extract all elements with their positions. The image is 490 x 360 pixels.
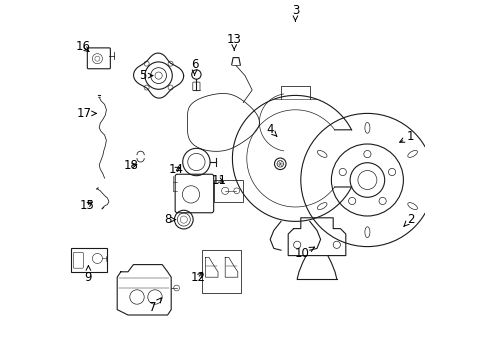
Text: 1: 1 bbox=[400, 130, 415, 143]
Bar bbox=[72, 248, 107, 272]
Bar bbox=[202, 250, 242, 293]
Text: 13: 13 bbox=[227, 33, 242, 50]
Text: 18: 18 bbox=[124, 159, 139, 172]
Text: 3: 3 bbox=[292, 4, 299, 22]
Text: 6: 6 bbox=[191, 58, 198, 76]
Text: 4: 4 bbox=[267, 123, 277, 136]
Text: 14: 14 bbox=[169, 163, 184, 176]
Text: 2: 2 bbox=[404, 213, 415, 226]
Text: 12: 12 bbox=[191, 271, 206, 284]
Text: 5: 5 bbox=[139, 69, 153, 82]
Text: 8: 8 bbox=[164, 213, 176, 226]
Text: 7: 7 bbox=[149, 298, 162, 314]
Text: 16: 16 bbox=[75, 40, 91, 53]
Text: 15: 15 bbox=[80, 199, 95, 212]
Text: 17: 17 bbox=[76, 107, 97, 120]
Bar bbox=[215, 180, 243, 202]
Text: 11: 11 bbox=[212, 174, 226, 186]
Text: 10: 10 bbox=[295, 247, 315, 260]
Text: 9: 9 bbox=[85, 266, 92, 284]
